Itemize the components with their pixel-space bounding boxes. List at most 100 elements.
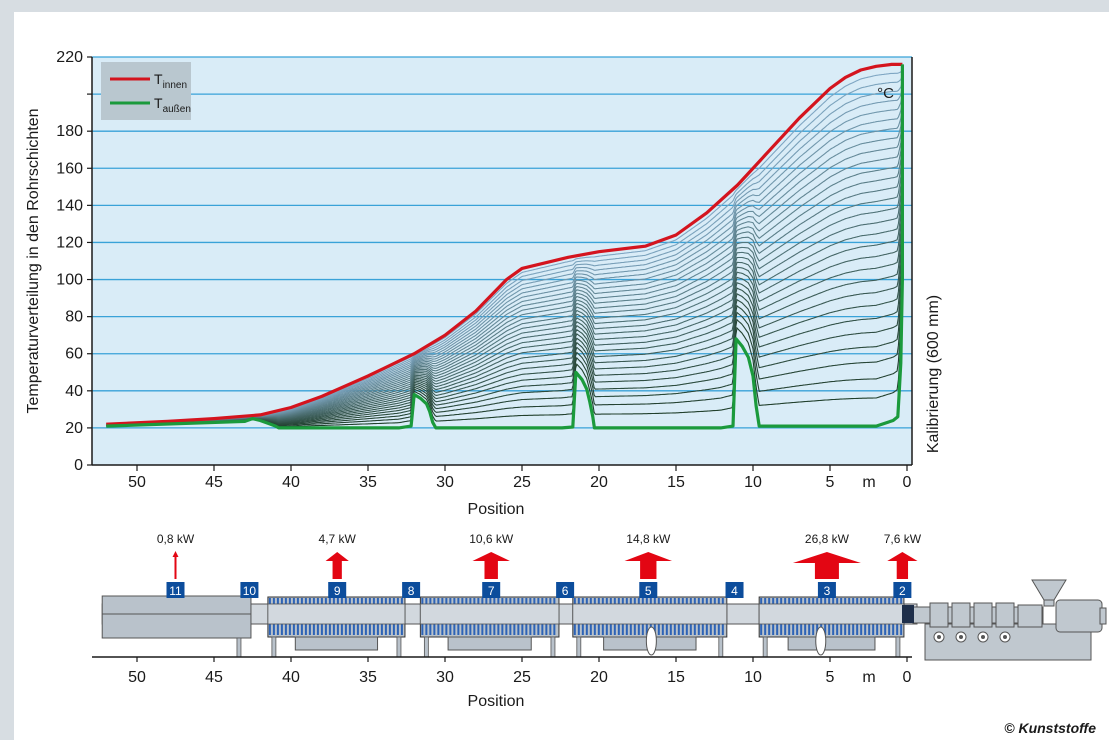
zone-box-9 <box>328 582 347 598</box>
cooling-zones: 11 0,8 kW 10 9 4,7 kW 8 7 10,6 kW 6 5 14,8 kW 4 3 26,… <box>157 532 922 598</box>
pipe-segment <box>419 603 560 625</box>
y-tick-label: 220 <box>56 49 83 66</box>
heat-flow-arrow <box>172 551 179 579</box>
stand-leg <box>423 636 429 658</box>
y-tick-label: 160 <box>56 160 83 177</box>
copyright-label: © Kunststoffe <box>1004 720 1096 736</box>
zone-number: 7 <box>488 584 495 598</box>
y-axis-title: Temperaturverteilung in den Rohrschichte… <box>25 108 42 413</box>
machine-x-unit-label: m <box>862 669 875 686</box>
machine-x-tick-label: 45 <box>205 669 223 686</box>
heater-band <box>951 602 971 628</box>
machine-axis: 50 45 40 35 30 25 20 15 10 5 0 <box>92 656 912 686</box>
stand-leg <box>718 636 724 658</box>
extrusion-line-schematic: 11 0,8 kW 10 9 4,7 kW 8 7 10,6 kW 6 5 14,8 kW 4 3 26,… <box>92 532 1107 710</box>
zone-number: 11 <box>169 584 182 598</box>
machine-x-tick-label: 10 <box>744 669 762 686</box>
zone-number: 4 <box>731 584 738 598</box>
y-tick-label: 20 <box>65 420 83 437</box>
axes <box>91 57 913 466</box>
x-unit-label: m <box>862 474 875 491</box>
zone-number: 2 <box>899 584 906 598</box>
x-tick-label: 0 <box>903 474 912 491</box>
x-tick-label: 15 <box>667 474 685 491</box>
hopper <box>1031 579 1067 601</box>
zone-box-2 <box>893 582 912 598</box>
machine-x-tick-label: 35 <box>359 669 377 686</box>
zone-number: 5 <box>645 584 652 598</box>
gridlines <box>92 56 912 429</box>
x-tick-label: 50 <box>128 474 146 491</box>
zone-box-11 <box>166 582 185 598</box>
legend-label-inner: Tinnen <box>154 71 187 91</box>
legend-box <box>101 62 191 120</box>
frame-top-band <box>0 0 1109 12</box>
machine-x-tick-label: 15 <box>667 669 685 686</box>
blower-hub <box>1003 635 1007 639</box>
zone-box-3 <box>817 582 836 598</box>
stand-leg <box>271 636 277 658</box>
y-tick-label: 0 <box>74 457 83 474</box>
y-tick-label: 180 <box>56 123 83 140</box>
heat-flow-arrow <box>887 552 918 579</box>
pump <box>645 626 657 656</box>
heater-band <box>995 602 1015 628</box>
feed-section <box>1017 604 1043 628</box>
heat-flow-arrow <box>624 552 673 579</box>
heat-flow-arrow <box>472 552 510 579</box>
zone-box-6 <box>556 582 575 598</box>
machine-x-tick-label: 30 <box>436 669 454 686</box>
zone-box-5 <box>639 582 658 598</box>
x-tick-label: 20 <box>590 474 608 491</box>
machine-x-axis-title: Position <box>468 693 525 710</box>
zone-number: 3 <box>824 584 831 598</box>
zone-box-8 <box>402 582 421 598</box>
heater-band <box>929 602 949 628</box>
heat-flow-arrow <box>325 552 349 579</box>
zone-box-7 <box>482 582 501 598</box>
x-tick-label: 35 <box>359 474 377 491</box>
heat-flow-label: 10,6 kW <box>469 532 514 546</box>
stand-leg <box>895 636 901 658</box>
y-tick-labels: 0 20 40 60 80 100 120 140 160 180 220 <box>56 49 92 474</box>
water-tank <box>787 636 876 651</box>
machine-x-tick-label: 40 <box>282 669 300 686</box>
x-tick-label: 30 <box>436 474 454 491</box>
heat-flow-label: 7,6 kW <box>884 532 922 546</box>
blower-hub <box>981 635 985 639</box>
pipe-segment <box>758 603 905 625</box>
zone-number: 9 <box>334 584 341 598</box>
x-tick-label: 40 <box>282 474 300 491</box>
water-tank <box>447 636 532 651</box>
die-head <box>902 605 914 623</box>
x-tick-labels: 50 45 40 35 30 25 20 15 10 5 0 <box>128 465 912 491</box>
machine-x-tick-label: 0 <box>903 669 912 686</box>
legend-label-outer: Taußen <box>154 95 191 115</box>
pipe-segment <box>267 603 406 625</box>
y-tick-label: 60 <box>65 346 83 363</box>
zone-number: 10 <box>243 584 257 598</box>
machine-x-tick-label: 20 <box>590 669 608 686</box>
pipe-segment <box>572 603 728 625</box>
series-lines <box>106 62 904 430</box>
series-line-inner <box>106 62 903 426</box>
stand-leg <box>396 636 402 658</box>
y-tick-label: 120 <box>56 234 83 251</box>
zone-box-4 <box>725 582 744 598</box>
cooling-bath-11 <box>101 595 252 639</box>
heat-flow-label: 4,7 kW <box>319 532 357 546</box>
blower-hub <box>959 635 963 639</box>
stand-leg <box>550 636 556 658</box>
water-tank <box>294 636 379 651</box>
stand-leg <box>236 637 242 658</box>
y-tick-label: 100 <box>56 272 83 289</box>
blower-hub <box>937 635 941 639</box>
machine-x-tick-label: 25 <box>513 669 531 686</box>
right-axis-title: Kalibrierung (600 mm) <box>925 295 942 453</box>
machine-body <box>101 579 1107 661</box>
x-axis-title: Position <box>468 501 525 518</box>
legend: Tinnen Taußen <box>101 62 191 120</box>
y-tick-label: 140 <box>56 197 83 214</box>
y-tick-label: 80 <box>65 309 83 326</box>
heat-flow-arrow <box>792 552 861 579</box>
